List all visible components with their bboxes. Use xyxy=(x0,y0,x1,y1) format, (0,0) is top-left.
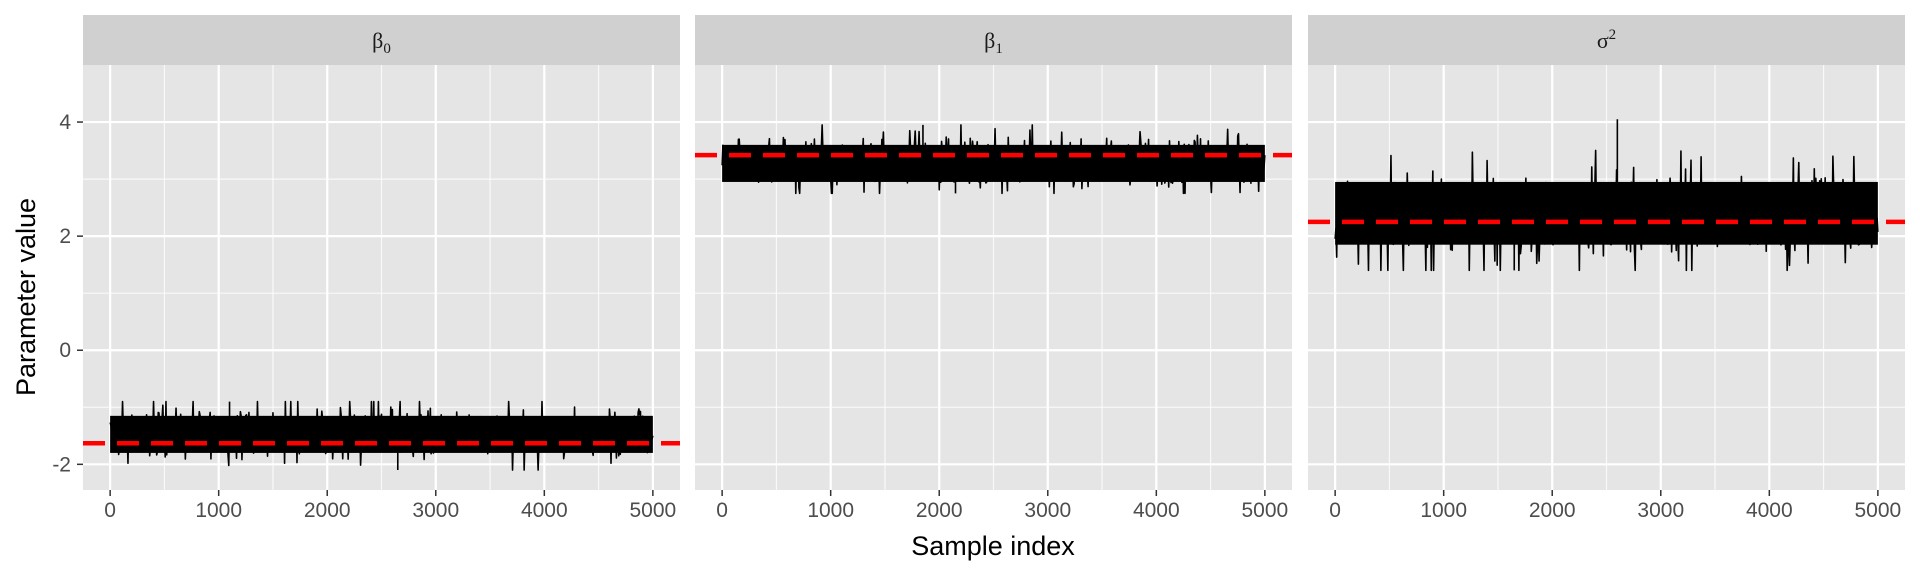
trace-line xyxy=(721,124,1266,195)
facet-label: β1 xyxy=(984,28,1003,57)
facet-panel-2: β1 0 1000 2000 3000 4000 5000 xyxy=(695,15,1292,522)
x-tick-label: 3000 xyxy=(1637,499,1684,522)
x-tick-label: 0 xyxy=(716,499,728,522)
x-axis-title: Sample index xyxy=(911,531,1075,561)
x-tick-label: 0 xyxy=(104,499,116,522)
facet-panel-3: σ2 0 1000 2000 3000 4000 5000 xyxy=(1308,15,1905,522)
trace-line xyxy=(1334,119,1879,272)
x-axis: 0 1000 2000 3000 4000 5000 xyxy=(1329,490,1901,522)
x-tick-label: 5000 xyxy=(1855,499,1902,522)
facet-strip xyxy=(695,15,1292,65)
grid-lines xyxy=(695,65,1292,490)
y-tick-label: 0 xyxy=(59,339,71,362)
x-tick-label: 1000 xyxy=(1420,499,1467,522)
x-tick-label: 4000 xyxy=(1133,499,1180,522)
facet-panel-1: β0 0 1000 2000 3000 4000 5000 xyxy=(83,15,680,522)
y-tick-label: 2 xyxy=(59,225,71,248)
y-tick-label: -2 xyxy=(52,453,71,476)
x-tick-label: 4000 xyxy=(521,499,568,522)
x-tick-label: 1000 xyxy=(195,499,242,522)
y-axis: -2 0 2 4 xyxy=(52,111,83,476)
x-tick-label: 3000 xyxy=(412,499,459,522)
x-tick-label: 0 xyxy=(1329,499,1341,522)
x-axis: 0 1000 2000 3000 4000 5000 xyxy=(716,490,1288,522)
y-tick-label: 4 xyxy=(59,111,71,134)
x-tick-label: 2000 xyxy=(304,499,351,522)
x-tick-label: 3000 xyxy=(1024,499,1071,522)
x-tick-label: 2000 xyxy=(916,499,963,522)
x-tick-label: 5000 xyxy=(630,499,677,522)
facet-strip xyxy=(1308,15,1905,65)
y-axis-title: Parameter value xyxy=(11,198,41,396)
facet-label: σ2 xyxy=(1597,27,1616,53)
x-tick-label: 2000 xyxy=(1529,499,1576,522)
trace-line xyxy=(109,400,654,471)
facet-panels: β0 0 1000 2000 3000 4000 5000 β1 0 1000 2000 3000 40… xyxy=(83,15,1905,522)
x-tick-label: 4000 xyxy=(1746,499,1793,522)
facet-strip xyxy=(83,15,680,65)
x-axis: 0 1000 2000 3000 4000 5000 xyxy=(104,490,676,522)
facet-label: β0 xyxy=(372,28,391,57)
x-tick-label: 1000 xyxy=(807,499,854,522)
x-tick-label: 5000 xyxy=(1242,499,1289,522)
